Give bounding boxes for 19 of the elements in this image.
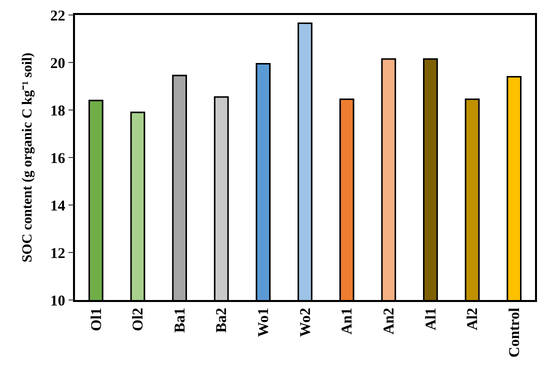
y-tick-label: 12 — [50, 246, 66, 262]
x-tick-label: Al1 — [423, 308, 440, 330]
y-tick-label: 20 — [50, 56, 66, 72]
x-tick-label: Ba1 — [172, 308, 188, 333]
x-tick-label: Ol1 — [88, 308, 105, 332]
x-tick-label: Wo1 — [256, 308, 272, 337]
x-tick-label: An1 — [340, 308, 356, 334]
x-tick-label: Ba2 — [214, 308, 230, 333]
y-tick-label: 10 — [50, 293, 66, 310]
y-tick-label: 14 — [50, 198, 66, 214]
x-tick-label: An2 — [382, 308, 398, 334]
x-tick-label: Wo2 — [298, 308, 314, 337]
x-tick-label: Al2 — [465, 308, 482, 330]
y-tick-label: 22 — [50, 8, 66, 24]
y-axis-title: SOC content (g organic C kg⁻¹ soil) — [20, 52, 36, 262]
x-tick-label: Control — [506, 308, 523, 358]
y-tick-label: 18 — [50, 103, 66, 120]
x-tick-label: Ol2 — [130, 308, 147, 332]
y-tick-label: 16 — [50, 150, 66, 167]
